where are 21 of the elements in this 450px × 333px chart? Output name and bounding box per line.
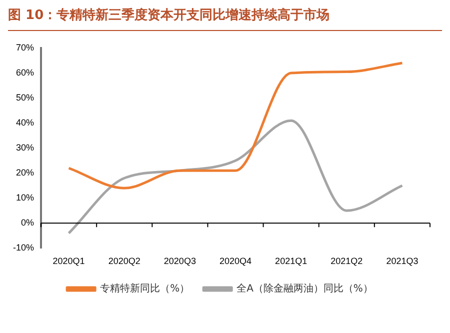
x-tick-label: 2020Q2	[108, 256, 140, 266]
legend-label: 专精特新同比（%）	[100, 282, 190, 295]
y-tick-label: 50%	[16, 92, 34, 103]
legend-label: 全A（除金融两油）同比（%）	[236, 282, 373, 295]
x-tick-label: 2021Q2	[330, 256, 363, 266]
y-tick-label: 10%	[16, 192, 34, 203]
y-tick-label: 30%	[16, 142, 34, 153]
x-tick-label: 2020Q1	[52, 256, 85, 266]
x-tick-label: 2021Q1	[275, 256, 308, 266]
x-tick-label: 2020Q3	[164, 256, 196, 266]
chart-title: 图 10：专精特新三季度资本开支同比增速持续高于市场	[8, 6, 442, 31]
y-tick-label: 20%	[16, 168, 34, 178]
y-tick-label: 40%	[16, 118, 34, 128]
y-tick-label: 0%	[20, 218, 34, 228]
y-tick-label: -10%	[12, 242, 34, 253]
x-tick-label: 2021Q3	[386, 256, 418, 266]
x-tick-label: 2020Q4	[219, 256, 252, 266]
line-series	[68, 119, 404, 234]
line-series	[68, 62, 404, 190]
y-tick-label: 60%	[16, 68, 34, 78]
y-tick-label: 70%	[16, 42, 34, 52]
